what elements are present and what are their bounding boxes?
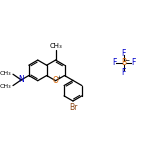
Text: CH₃: CH₃ [0,71,12,76]
Text: F: F [112,58,116,67]
Text: F: F [122,48,126,58]
Text: CH₃: CH₃ [0,84,12,89]
Text: −: − [124,57,129,62]
Text: B: B [121,58,126,67]
Text: Br: Br [70,103,78,112]
Text: +: + [57,75,61,80]
Text: O: O [53,76,59,85]
Text: N: N [18,75,24,84]
Text: F: F [122,68,126,77]
Text: F: F [131,58,136,67]
Text: CH₃: CH₃ [49,43,62,49]
